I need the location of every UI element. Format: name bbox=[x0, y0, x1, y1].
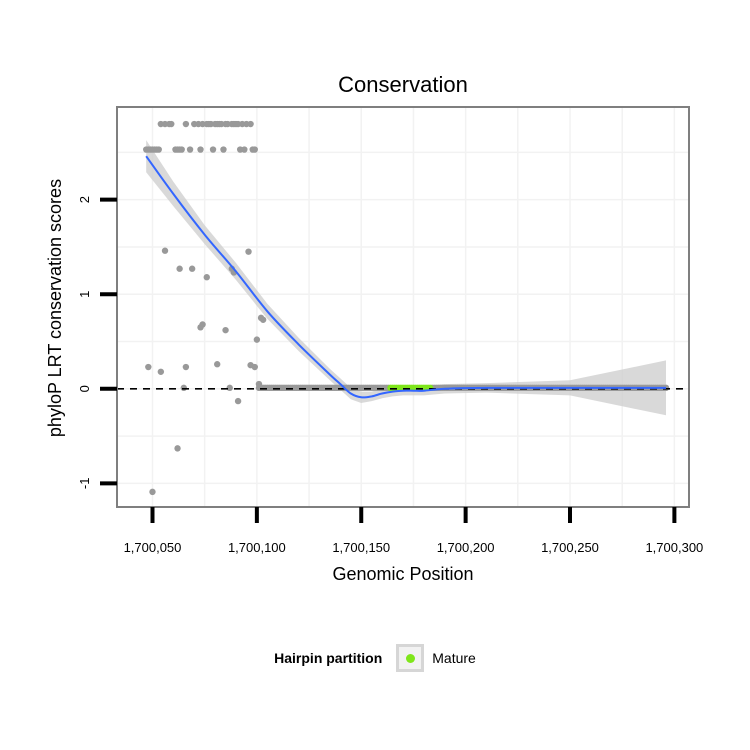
data-point bbox=[245, 248, 252, 255]
data-point bbox=[199, 321, 206, 328]
data-point bbox=[255, 380, 263, 388]
data-point bbox=[182, 363, 190, 371]
data-point bbox=[176, 265, 183, 272]
data-point bbox=[251, 363, 258, 371]
data-point bbox=[209, 146, 217, 153]
data-point bbox=[157, 368, 165, 375]
data-point bbox=[226, 384, 233, 392]
data-point bbox=[155, 146, 162, 153]
x-tick-label: 1,700,100 bbox=[228, 540, 286, 555]
x-tick-label: 1,700,300 bbox=[645, 540, 703, 555]
x-tick-label: 1,700,150 bbox=[332, 540, 390, 555]
legend-key-mature bbox=[396, 644, 425, 672]
data-point bbox=[168, 120, 175, 128]
y-tick-label: 0 bbox=[77, 385, 92, 392]
plot-panel-border bbox=[116, 106, 690, 508]
y-tick-label: -1 bbox=[77, 478, 92, 490]
data-point bbox=[174, 445, 181, 452]
data-point bbox=[188, 265, 196, 272]
data-point bbox=[234, 397, 242, 405]
data-point bbox=[241, 146, 248, 153]
y-axis-title: phyloP LRT conservation scores bbox=[45, 179, 65, 437]
smooth-trend-line bbox=[145, 155, 666, 399]
data-point bbox=[186, 146, 194, 153]
legend: Hairpin partition Mature bbox=[0, 638, 750, 678]
data-point bbox=[178, 146, 185, 153]
data-point bbox=[203, 274, 210, 281]
data-point bbox=[251, 146, 258, 153]
data-point bbox=[253, 336, 261, 343]
data-point bbox=[145, 363, 152, 371]
x-axis-title: Genomic Position bbox=[332, 564, 473, 584]
x-tick-label: 1,700,200 bbox=[437, 540, 495, 555]
data-point bbox=[180, 384, 188, 392]
data-point bbox=[259, 316, 267, 323]
y-tick-label: 2 bbox=[77, 196, 92, 203]
data-point bbox=[222, 326, 229, 334]
data-point bbox=[161, 247, 169, 254]
plot-panel bbox=[117, 107, 689, 507]
x-tick-label: 1,700,050 bbox=[124, 540, 182, 555]
x-tick-label: 1,700,250 bbox=[541, 540, 599, 555]
legend-title: Hairpin partition bbox=[274, 650, 383, 666]
y-tick-label: 1 bbox=[77, 291, 92, 298]
data-point bbox=[247, 120, 254, 128]
data-point bbox=[220, 146, 227, 153]
legend-label-mature: Mature bbox=[432, 650, 476, 666]
chart-title: Conservation bbox=[338, 72, 468, 97]
data-point bbox=[149, 488, 156, 496]
legend-mature-dot bbox=[405, 653, 415, 663]
data-point bbox=[197, 146, 204, 153]
data-point bbox=[214, 361, 221, 368]
data-point bbox=[182, 120, 190, 128]
